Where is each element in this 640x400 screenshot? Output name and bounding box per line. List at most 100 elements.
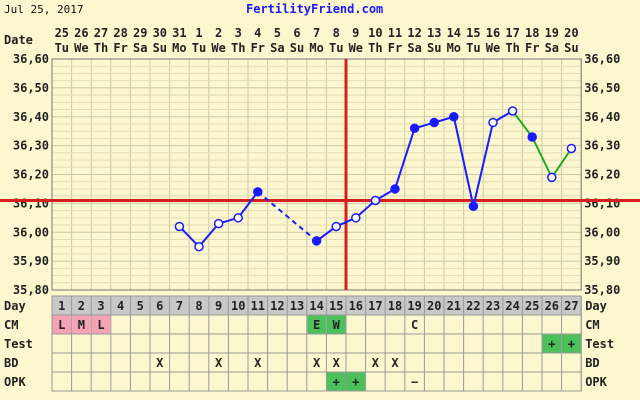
date-row-label: Date: [4, 33, 33, 47]
grid: [51, 58, 582, 291]
cycle-day-label: 1: [58, 299, 65, 313]
weekday-label: We: [486, 41, 500, 55]
weekday-label: Th: [505, 41, 519, 55]
bd-mark: X: [333, 356, 341, 370]
cycle-day-label: 21: [447, 299, 461, 313]
temp-point: [370, 195, 381, 206]
test-mark: +: [568, 337, 575, 351]
date-number-label: 2: [215, 26, 222, 40]
header-site: FertilityFriend.com: [246, 2, 383, 16]
opk-cell-fill: [346, 372, 366, 391]
temp-point: [311, 236, 322, 246]
opk-mark: +: [333, 375, 340, 389]
cycle-day-label: 13: [290, 299, 304, 313]
weekday-label: Sa: [407, 41, 421, 55]
y-tick-label-right: 35,90: [584, 254, 620, 268]
header-date: Jul 25, 2017: [4, 3, 83, 16]
weekday-label: Tu: [55, 41, 69, 55]
row-label-left-cm: CM: [4, 318, 18, 332]
cycle-day-label: 12: [270, 299, 284, 313]
bd-mark: X: [313, 356, 321, 370]
row-label-left-opk: OPK: [4, 375, 26, 389]
date-number-label: 27: [94, 26, 108, 40]
temp-point: [174, 221, 185, 232]
date-number-label: 26: [74, 26, 88, 40]
row-label-left-test: Test: [4, 337, 33, 351]
weekday-label: Mo: [172, 41, 186, 55]
temp-point: [449, 112, 459, 122]
weekday-label: Sa: [545, 41, 559, 55]
test-mark: +: [568, 337, 575, 351]
date-number-label: 1: [195, 26, 202, 40]
temp-point: [213, 218, 224, 229]
cycle-day-label: 3: [97, 299, 104, 313]
temp-point: [351, 213, 361, 223]
weekday-label: Fr: [113, 41, 127, 55]
row-label-right-opk: OPK: [585, 375, 607, 389]
cm-cell-fill: [52, 315, 72, 334]
date-number-label: 12: [407, 26, 421, 40]
y-tick-label-right: 36,60: [584, 52, 620, 66]
cycle-day-label: 6: [156, 299, 163, 313]
date-number-label: 18: [525, 26, 539, 40]
cycle-day-label: 24: [505, 299, 519, 313]
weekday-label: We: [211, 41, 225, 55]
cm-mark: M: [78, 318, 85, 332]
bd-mark: X: [372, 356, 380, 370]
date-number-label: 5: [274, 26, 281, 40]
weekday-label: Mo: [447, 41, 461, 55]
weekday-label: We: [74, 41, 88, 55]
cm-cell-fill: [307, 315, 326, 334]
row-label-right-test: Test: [585, 337, 614, 351]
y-tick-label-right: 36,40: [584, 110, 620, 124]
opk-mark: +: [352, 375, 359, 389]
cycle-day-label: 17: [368, 299, 382, 313]
date-number-label: 16: [486, 26, 500, 40]
bd-mark: X: [156, 356, 164, 370]
temp-line-segment: [511, 110, 533, 138]
y-tick-label-right: 36,00: [584, 225, 620, 239]
y-tick-label-right: 36,30: [584, 139, 620, 153]
temp-point: [527, 132, 537, 142]
temp-line-segment: [198, 222, 220, 248]
cycle-day-label: 27: [564, 299, 578, 313]
cycle-day-label: 25: [525, 299, 539, 313]
cycle-day-label: 5: [137, 299, 144, 313]
temp-point: [233, 213, 243, 223]
row-label-right-day: Day: [585, 299, 607, 313]
temp-line-segment: [550, 147, 573, 178]
temp-point: [331, 221, 341, 232]
row-test-band: [51, 333, 582, 354]
date-number-label: 9: [352, 26, 359, 40]
y-tick-label-left: 36,60: [13, 52, 49, 66]
temp-point: [390, 184, 400, 194]
cycle-day-label: 2: [78, 299, 85, 313]
opk-cell-fill: [326, 372, 346, 391]
temp-line-segment: [531, 136, 553, 178]
date-number-label: 10: [368, 26, 382, 40]
cycle-day-label: 16: [349, 299, 363, 313]
date-number-label: 29: [133, 26, 147, 40]
y-tick-label-left: 36,10: [13, 196, 49, 210]
y-tick-label-right: 36,10: [584, 196, 620, 210]
temp-line-segment: [237, 191, 259, 219]
cm-cell-fill: [91, 315, 111, 334]
date-number-label: 28: [113, 26, 127, 40]
temp-point: [488, 117, 498, 128]
date-number-label: 15: [466, 26, 480, 40]
temperature-points: [174, 106, 577, 252]
weekday-label: Fr: [251, 41, 265, 55]
weekday-label: Su: [290, 41, 304, 55]
test-mark: +: [548, 337, 555, 351]
weekday-label: Fr: [388, 41, 402, 55]
date-number-label: 8: [333, 26, 340, 40]
date-number-label: 25: [55, 26, 69, 40]
y-tick-label-left: 36,20: [13, 168, 49, 182]
cm-cell-fill: [72, 315, 91, 334]
cycle-day-label: 18: [388, 299, 402, 313]
temp-point: [547, 172, 557, 183]
cycle-day-label: 26: [545, 299, 559, 313]
y-tick-label-left: 36,00: [13, 225, 49, 239]
row-opk-band: [51, 371, 582, 392]
bd-mark: X: [215, 356, 223, 370]
